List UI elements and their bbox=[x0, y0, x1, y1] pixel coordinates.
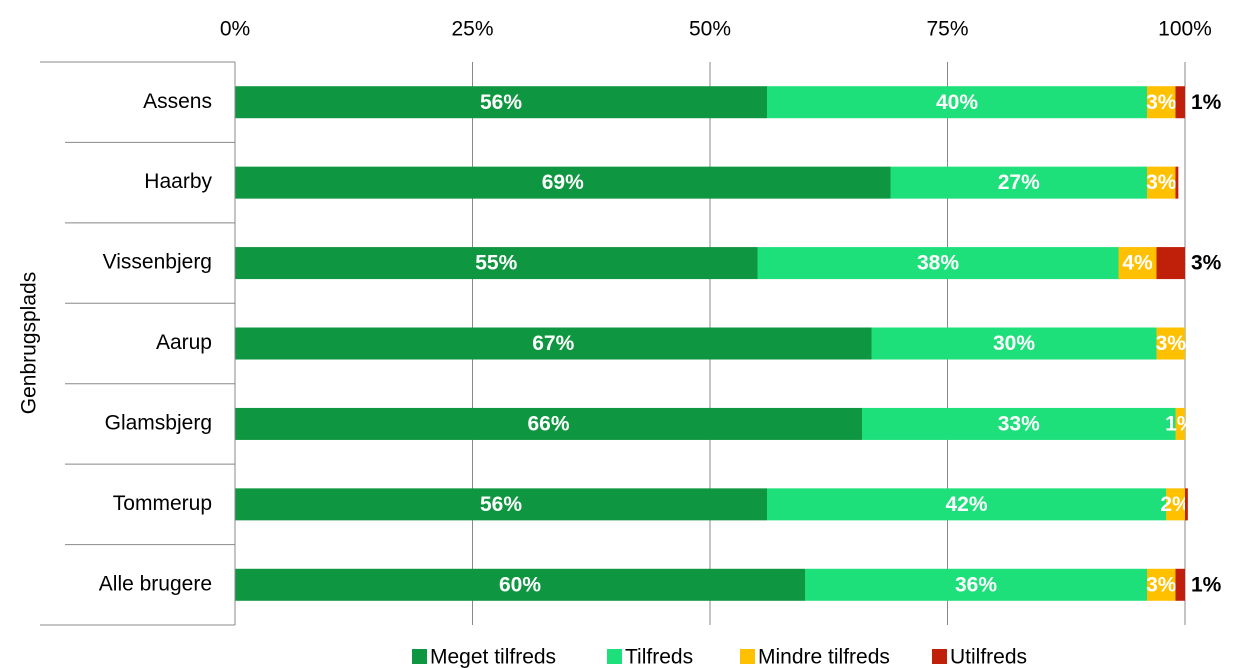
data-label: 27% bbox=[998, 171, 1040, 194]
y-tick-label: Alle brugere bbox=[99, 572, 212, 595]
y-tick-label: Vissenbjerg bbox=[103, 251, 212, 274]
y-tick-label: Glamsbjerg bbox=[105, 411, 212, 434]
bar-segment bbox=[235, 247, 758, 280]
x-tick-label: 75% bbox=[926, 18, 968, 41]
legend-label: Meget tilfreds bbox=[430, 646, 556, 668]
bar-segment bbox=[1185, 488, 1188, 521]
y-tick-label: Haarby bbox=[144, 170, 212, 193]
data-label: 1% bbox=[1191, 91, 1222, 114]
bar-segment bbox=[805, 568, 1147, 601]
bar-segment bbox=[235, 86, 767, 119]
bar-segment bbox=[1175, 568, 1185, 601]
bar-segment bbox=[767, 86, 1147, 119]
legend-label: Mindre tilfreds bbox=[758, 646, 890, 668]
data-label: 3% bbox=[1146, 91, 1177, 114]
bar-segment bbox=[862, 407, 1176, 440]
x-tick-label: 50% bbox=[689, 18, 731, 41]
bar-segment bbox=[235, 407, 862, 440]
bar-segment bbox=[235, 166, 891, 199]
data-label: 42% bbox=[945, 493, 987, 516]
legend-swatch bbox=[740, 649, 755, 664]
legend-label: Utilfreds bbox=[950, 646, 1027, 668]
data-label: 69% bbox=[542, 171, 584, 194]
x-tick-label: 100% bbox=[1158, 18, 1212, 41]
x-tick-label: 0% bbox=[220, 18, 250, 41]
data-label: 36% bbox=[955, 573, 997, 596]
bar-segment bbox=[890, 166, 1147, 199]
bar-segment bbox=[1156, 247, 1185, 280]
bar-segment bbox=[1118, 247, 1157, 280]
y-tick-label: Assens bbox=[143, 90, 212, 113]
legend-swatch bbox=[412, 649, 427, 664]
bar-segment bbox=[1156, 327, 1185, 360]
data-label: 1% bbox=[1191, 573, 1222, 596]
legend-label: Tilfreds bbox=[625, 646, 693, 668]
bar-segment bbox=[235, 327, 872, 360]
y-axis-title: Genbrugsplads bbox=[18, 272, 41, 414]
data-label: 4% bbox=[1122, 252, 1153, 275]
y-tick-label: Tommerup bbox=[113, 492, 212, 515]
bar-segment bbox=[1147, 86, 1176, 119]
bar-segment bbox=[1147, 166, 1176, 199]
bar-segment bbox=[235, 488, 767, 521]
bar-segment bbox=[757, 247, 1119, 280]
data-label: 40% bbox=[936, 91, 978, 114]
data-label: 60% bbox=[499, 573, 541, 596]
data-label: 3% bbox=[1146, 573, 1177, 596]
data-label: 66% bbox=[527, 412, 569, 435]
data-label: 3% bbox=[1156, 332, 1187, 355]
data-label: 2% bbox=[1160, 493, 1191, 516]
data-label: 33% bbox=[998, 412, 1040, 435]
data-label: 1% bbox=[1165, 412, 1196, 435]
bar-segment bbox=[235, 568, 805, 601]
data-label: 38% bbox=[917, 252, 959, 275]
bar-segment bbox=[1147, 568, 1176, 601]
bar-segment bbox=[1175, 166, 1179, 199]
y-tick-label: Aarup bbox=[156, 331, 212, 354]
data-label: 55% bbox=[475, 252, 517, 275]
data-label: 3% bbox=[1146, 171, 1177, 194]
data-label: 56% bbox=[480, 91, 522, 114]
legend-swatch bbox=[932, 649, 947, 664]
data-label: 67% bbox=[532, 332, 574, 355]
data-label: 30% bbox=[993, 332, 1035, 355]
data-label: 3% bbox=[1191, 252, 1222, 275]
bar-segment bbox=[1175, 86, 1185, 119]
bar-segment bbox=[871, 327, 1157, 360]
bar-segment bbox=[767, 488, 1166, 521]
data-label: 56% bbox=[480, 493, 522, 516]
bar-segment bbox=[1166, 488, 1185, 521]
bar-segment bbox=[1175, 407, 1185, 440]
legend-swatch bbox=[607, 649, 622, 664]
x-tick-label: 25% bbox=[451, 18, 493, 41]
